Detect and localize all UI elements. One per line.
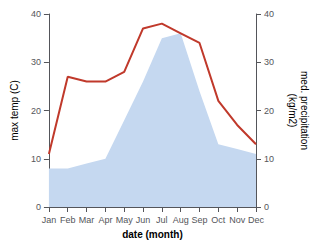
svg-text:40: 40	[31, 9, 41, 19]
svg-text:Apr: Apr	[98, 215, 112, 225]
svg-text:0: 0	[36, 202, 41, 212]
svg-text:10: 10	[31, 154, 41, 164]
svg-text:May: May	[116, 215, 134, 225]
svg-text:0: 0	[264, 202, 269, 212]
svg-text:med. precipitation: med. precipitation	[299, 71, 310, 150]
svg-text:Nov: Nov	[229, 215, 246, 225]
svg-text:Oct: Oct	[211, 215, 226, 225]
svg-text:(kg/m2): (kg/m2)	[287, 94, 298, 128]
svg-text:Jul: Jul	[156, 215, 168, 225]
svg-text:Jan: Jan	[42, 215, 57, 225]
svg-text:Feb: Feb	[60, 215, 76, 225]
svg-text:20: 20	[31, 106, 41, 116]
svg-text:date (month): date (month)	[122, 229, 183, 240]
svg-text:40: 40	[264, 9, 274, 19]
svg-text:30: 30	[31, 57, 41, 67]
svg-text:max temp (C): max temp (C)	[9, 80, 20, 141]
svg-text:30: 30	[264, 57, 274, 67]
svg-text:Jun: Jun	[136, 215, 151, 225]
svg-text:20: 20	[264, 106, 274, 116]
svg-text:10: 10	[264, 154, 274, 164]
svg-text:Aug: Aug	[173, 215, 189, 225]
svg-text:Dec: Dec	[248, 215, 265, 225]
svg-text:Mar: Mar	[79, 215, 95, 225]
svg-text:Sep: Sep	[192, 215, 208, 225]
